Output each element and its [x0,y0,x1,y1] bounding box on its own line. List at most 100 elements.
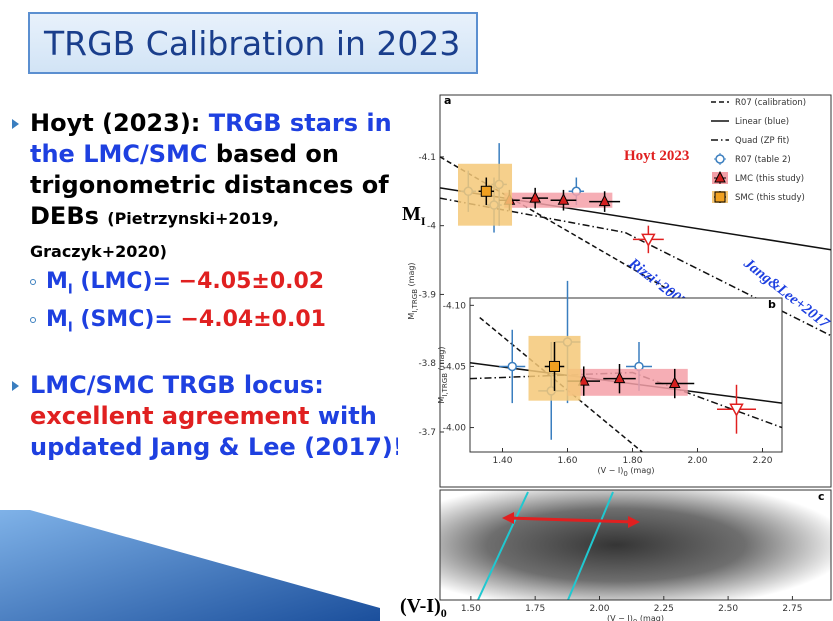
text: (mag) [637,614,664,621]
legend-swatch [714,191,726,203]
text: 0 [633,618,637,621]
legend-label: SMC (this study) [735,193,805,203]
x-tick-label: 2.50 [718,604,738,614]
density-cloud [440,490,831,600]
refs: (Pietrzynski+2019, Graczyk+2020) [30,209,279,261]
slide-title: TRGB Calibration in 2023 [44,24,461,63]
text: M [437,397,446,404]
x-tick-label: 1.40 [492,456,512,466]
x-tick-label: 1.60 [557,456,577,466]
annotation: Hoyt 2023 [624,148,689,164]
axis-label: MI,TRGB (mag) [407,262,419,319]
marker [668,376,681,389]
bullet: LMC/SMC TRGB locus: excellent agreement w… [8,370,408,463]
legend-swatch [715,154,725,164]
x-tick-label: 2.75 [782,604,802,614]
y-tick-label: -4.10 [443,301,467,311]
text: excellent agreement [30,401,310,430]
text: 0 [441,606,447,620]
guide-line [567,491,614,601]
big-label: (V-I)0 [400,595,447,620]
fit-line [439,156,678,296]
x-tick-label: 2.00 [687,456,707,466]
text: updated Jang & Lee (2017)! [30,432,404,461]
y-tick-label: -4 [427,222,436,232]
panel-letter: b [768,298,776,311]
y-tick-label: -3.8 [418,359,436,369]
text: (LMC)= [72,269,179,294]
text: I,TRGB [441,373,449,397]
text: −4.04±0.01 [180,307,326,333]
legend-label: R07 (calibration) [735,98,806,108]
text: (mag) [628,466,655,475]
text: I [67,282,73,298]
marker [529,191,541,203]
text: (SMC)= [72,307,181,333]
y-tick-label: -4.05 [443,362,466,372]
legend-label: LMC (this study) [735,174,804,184]
text: LMC/SMC TRGB locus: [30,370,324,399]
y-tick-label: -4.1 [418,153,436,163]
sub-bullet: MI (LMC)= −4.05±0.02 [8,267,408,305]
x-tick-label: 2.20 [752,456,772,466]
text: (V-I) [400,595,441,617]
text: (mag) [407,262,416,289]
text: M [402,203,421,225]
text: 0 [623,470,627,478]
text: with [309,401,377,430]
legend-label: Quad (ZP fit) [735,136,789,146]
guide-line [477,491,529,601]
x-tick-label: 1.80 [622,456,642,466]
text: based on trigonometric distances of DEBs [30,140,389,230]
text: I [421,214,426,228]
bullet: Hoyt (2023): TRGB stars in the LMC/SMC b… [8,108,408,267]
text: I,TRGB [411,289,419,313]
x-tick-label: 2.25 [654,604,674,614]
axis-label: (V − I)0 (mag) [598,466,655,478]
x-tick-label: 1.75 [525,604,545,614]
arrow [507,516,635,524]
axis-label: MI,TRGB (mag) [437,346,449,403]
marker [598,194,611,207]
figure: MI (V-I)0 a-4.1-4-3.9-3.8-3.7MI,TRGB (ma… [398,90,833,621]
text: (V − I) [598,466,624,475]
sub-bullet: MI (SMC)= −4.04±0.01 [8,305,408,343]
arrow-head [502,512,514,524]
y-tick-label: -3.9 [418,290,436,300]
marker [729,403,744,417]
legend-label: Linear (blue) [735,117,789,127]
marker [480,185,492,197]
marker [641,233,656,247]
marker [613,371,626,384]
y-tick-label: -3.7 [418,428,436,438]
arrow-head [628,516,640,528]
legend-label: R07 (table 2) [735,155,791,165]
x-tick-label: 1.50 [461,604,481,614]
axis-label: (V − I)0 (mag) [607,614,664,621]
legend-swatch [714,170,726,183]
marker [549,360,560,372]
text: (V − I) [607,614,633,621]
x-tick-label: 2.00 [589,604,609,614]
text: I [67,320,73,336]
marker [507,361,517,372]
text: Hoyt (2023): [30,109,209,137]
marker [557,193,570,205]
marker [577,373,590,386]
panel-letter: c [818,490,825,503]
panel-letter: a [444,94,451,107]
wedge [0,510,380,621]
text: M [407,313,416,320]
text: TRGB stars in the LMC/SMC [30,109,392,168]
text: −4.05±0.02 [178,269,325,294]
text: M [46,269,68,294]
text: (mag) [437,346,446,373]
bullets: Hoyt (2023): TRGB stars in the LMC/SMC b… [8,108,408,463]
panel-frame [439,489,832,601]
big-label: MI [402,203,426,228]
title-box: TRGB Calibration in 2023 [28,12,478,74]
y-tick-label: -4.00 [443,424,467,434]
decoration [0,510,380,621]
text: M [46,307,68,333]
